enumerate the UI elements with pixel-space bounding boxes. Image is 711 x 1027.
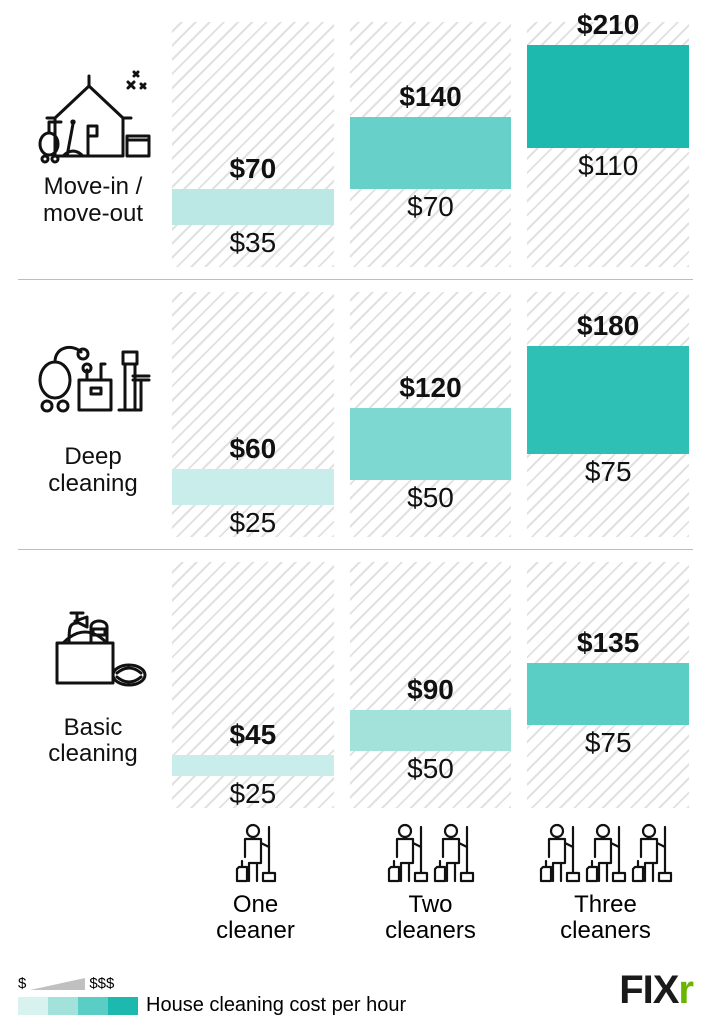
row-label-text: Basiccleaning [48, 715, 137, 768]
cleaner-icon-group [539, 822, 673, 890]
x-axis-label: Twocleaners [385, 892, 476, 945]
cell: $120 $50 [350, 292, 512, 537]
price-low: $25 [172, 507, 334, 539]
price-low: $75 [527, 456, 689, 488]
price-low: $50 [350, 482, 512, 514]
cleaner-icon-group [387, 822, 475, 890]
price-high: $70 [172, 153, 334, 185]
cleaner-icon [235, 823, 277, 890]
cell: $180 $75 [527, 292, 689, 537]
cleaner-icon [631, 823, 673, 890]
legend: $ $$$ House cleaning cost per hour [18, 975, 406, 1017]
bar [172, 755, 334, 776]
price-low: $70 [350, 191, 512, 223]
house-move-icon [33, 62, 153, 172]
row-label-col: Deepcleaning [18, 280, 168, 549]
cleaner-icon [539, 823, 581, 890]
bar [350, 408, 512, 480]
legend-low-symbol: $ [18, 975, 26, 992]
price-high: $120 [350, 372, 512, 404]
price-low: $110 [527, 150, 689, 182]
legend-high-symbol: $$$ [89, 975, 114, 992]
deep-clean-icon [33, 332, 153, 442]
cell: $210$110 [527, 22, 689, 267]
cleaner-icon-group [235, 822, 277, 890]
x-axis-cleaner-count: Onecleaner Twocleaners Threecleaners [18, 822, 693, 945]
basic-clean-icon [33, 603, 153, 713]
fixr-logo: FIXr [619, 968, 693, 1013]
price-low: $50 [350, 753, 512, 785]
price-high: $60 [172, 433, 334, 465]
x-axis-col: Onecleaner [168, 822, 343, 945]
row-label-text: Deepcleaning [48, 444, 137, 497]
price-low: $25 [172, 778, 334, 810]
cell: $70 $35 [172, 22, 334, 267]
bar [350, 117, 512, 189]
cell: $135 $75 [527, 562, 689, 808]
x-axis-col: Twocleaners [343, 822, 518, 945]
cleaner-icon [585, 823, 627, 890]
cell: $60 $25 [172, 292, 334, 537]
price-high: $90 [350, 674, 512, 706]
cell: $45 $25 [172, 562, 334, 808]
legend-text: House cleaning cost per hour [146, 994, 406, 1017]
row-deep: Deepcleaning $60 $25 $120 $50 $180 $75 [18, 280, 693, 550]
row-label-text: Move-in /move-out [43, 174, 143, 227]
price-low: $75 [527, 727, 689, 759]
price-high: $135 [527, 627, 689, 659]
bar [350, 710, 512, 751]
bar [527, 45, 689, 148]
row-basic: Basiccleaning $45 $25 $90 $50 $135 $75 [18, 550, 693, 820]
bar [527, 346, 689, 454]
price-high: $45 [172, 719, 334, 751]
row-move: Move-in /move-out$70$35$140$70$210$110 [18, 10, 693, 280]
brand-name: FIX [619, 968, 678, 1012]
bar [172, 189, 334, 225]
price-high: $210 [527, 9, 689, 41]
cleaner-icon [387, 823, 429, 890]
x-axis-label: Onecleaner [216, 892, 295, 945]
cell: $90 $50 [350, 562, 512, 808]
price-low: $35 [172, 227, 334, 259]
price-high: $180 [527, 310, 689, 342]
cleaner-icon [433, 823, 475, 890]
bar [527, 663, 689, 725]
price-high: $140 [350, 81, 512, 113]
legend-gradient [18, 997, 138, 1015]
x-axis-col: Threecleaners [518, 822, 693, 945]
cleaning-cost-infographic: Move-in /move-out$70$35$140$70$210$110 D… [18, 10, 693, 820]
x-axis-label: Threecleaners [560, 892, 651, 945]
row-label-col: Basiccleaning [18, 550, 168, 820]
row-label-col: Move-in /move-out [18, 10, 168, 279]
brand-suffix: r [678, 968, 693, 1012]
cell: $140 $70 [350, 22, 512, 267]
legend-wedge-icon [30, 978, 85, 990]
bar [172, 469, 334, 505]
